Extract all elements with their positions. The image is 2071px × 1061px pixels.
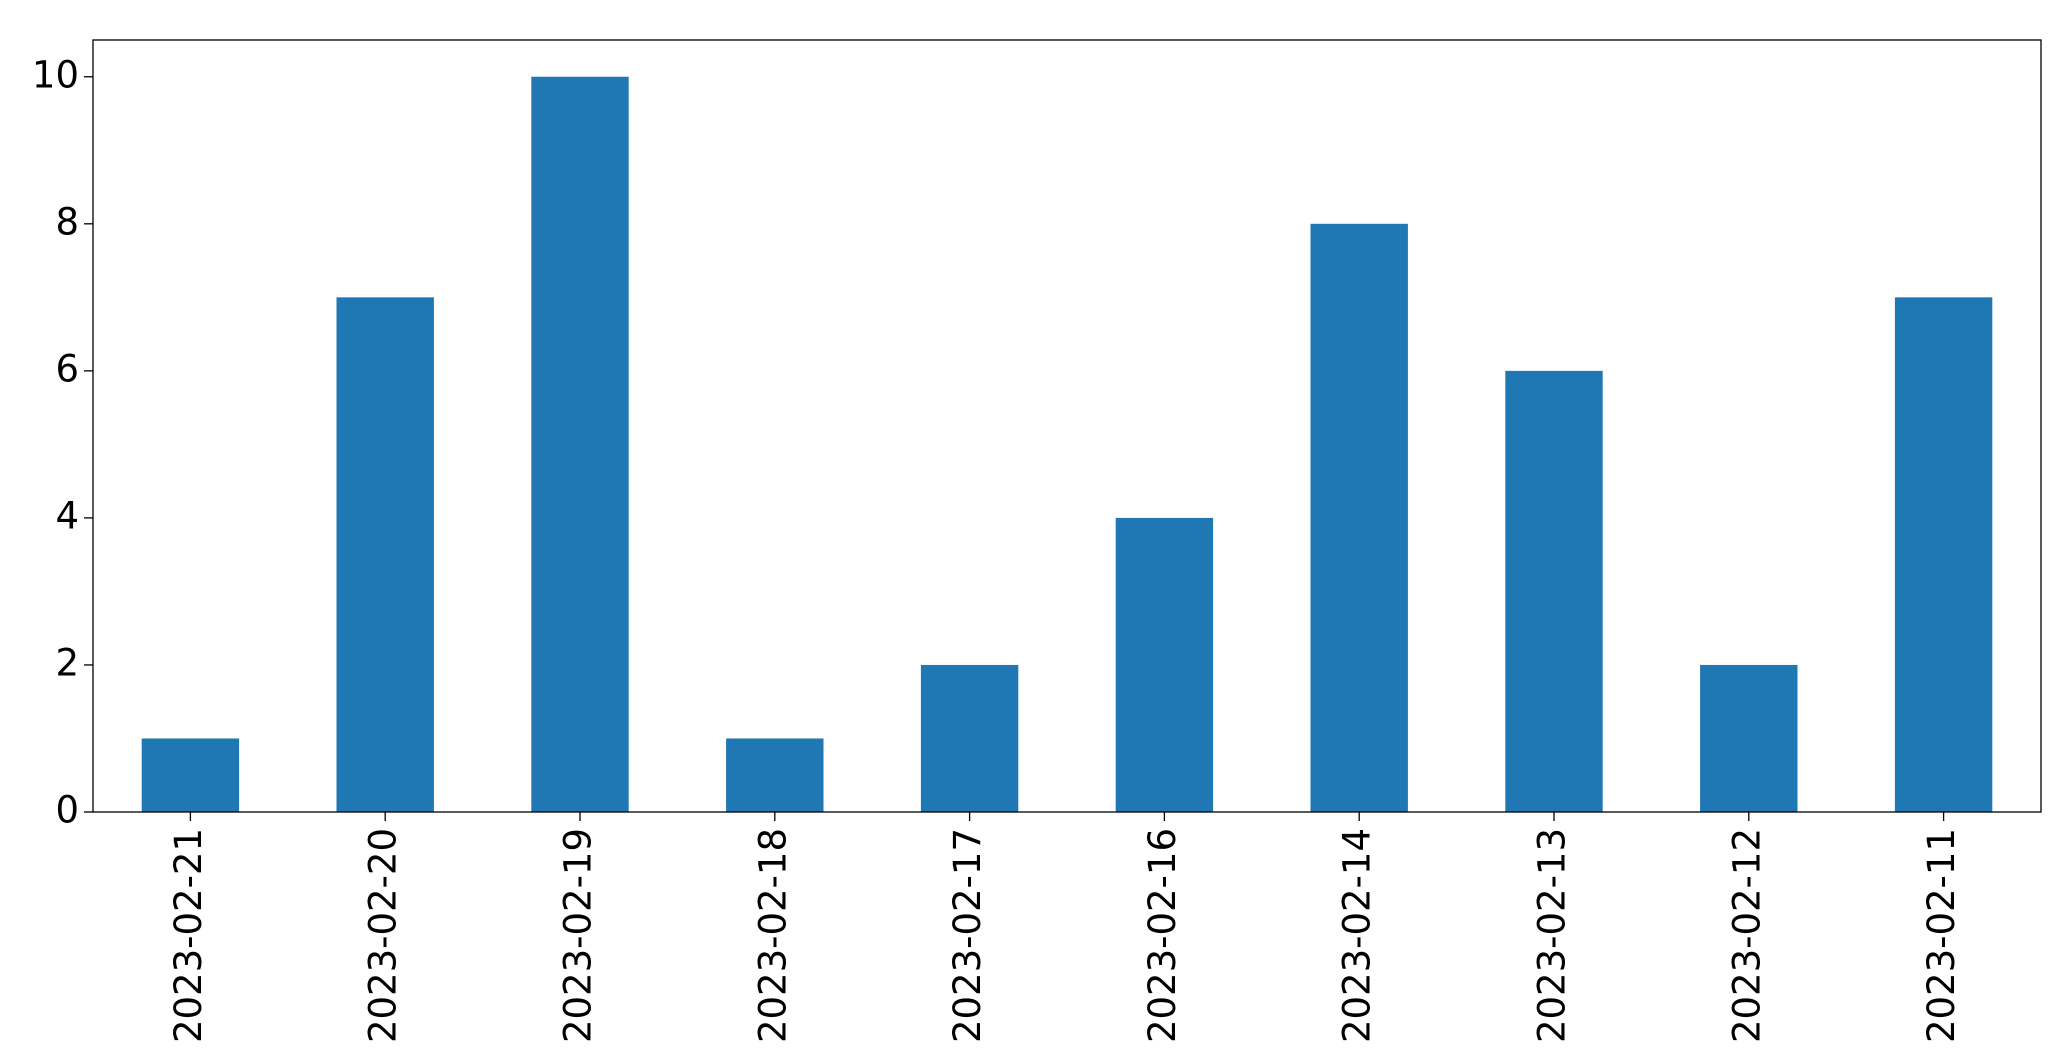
plot-frame (92, 39, 2042, 813)
x-tick-label: 2023-02-12 (1725, 828, 1768, 1043)
x-tick-label: 2023-02-14 (1336, 828, 1379, 1043)
y-tick-label: 0 (55, 789, 79, 832)
y-tick-label: 8 (55, 200, 79, 243)
bar (920, 664, 1019, 812)
y-tick-label: 6 (55, 347, 79, 390)
bar (726, 738, 824, 812)
x-tick-label: 2023-02-20 (362, 828, 405, 1043)
y-tick-label: 10 (32, 53, 79, 96)
x-tick-label: 2023-02-16 (1141, 828, 1184, 1043)
bar (1115, 517, 1214, 812)
bar (1310, 223, 1408, 813)
x-tick-label: 2023-02-18 (751, 828, 794, 1043)
y-tick-label: 4 (55, 494, 79, 537)
x-tick-label: 2023-02-19 (557, 828, 600, 1043)
bar (1505, 370, 1603, 812)
x-tick-label: 2023-02-17 (946, 828, 989, 1043)
y-tick-label: 2 (55, 641, 79, 684)
bar (141, 738, 240, 812)
x-tick-label: 2023-02-13 (1531, 828, 1574, 1043)
bar (1700, 664, 1798, 812)
bar (1894, 297, 1993, 812)
bar (336, 297, 434, 812)
x-tick-label: 2023-02-21 (167, 828, 210, 1043)
bar (531, 76, 629, 812)
x-tick-label: 2023-02-11 (1920, 828, 1963, 1043)
